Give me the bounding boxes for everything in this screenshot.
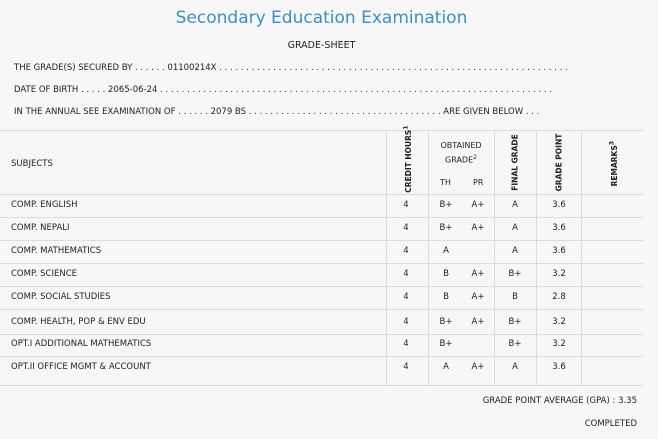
final-grade-cell: B+: [508, 317, 522, 327]
credit-hours-cell: 4: [403, 362, 409, 372]
final-grade-cell: B: [512, 292, 518, 302]
table-row: OPT.II OFFICE MGMT & ACCOUNT 4 A A+ A 3.6: [0, 362, 643, 385]
credit-hours-cell: 4: [403, 339, 409, 349]
final-grade-cell: A: [512, 223, 518, 233]
final-grade-cell: B+: [508, 339, 522, 349]
gpa-summary: GRADE POINT AVERAGE (GPA) : 3.35: [482, 396, 637, 406]
final-grade-cell: A: [512, 362, 518, 372]
subject-cell: COMP. SOCIAL STUDIES: [11, 292, 111, 302]
exam-value: 2079 BS . . . . . . . . . . . . . . . . …: [210, 107, 441, 117]
credit-hours-cell: 4: [403, 269, 409, 279]
dob-value: 2065-06-24 . . . . . . . . . . . . . . .…: [108, 85, 552, 95]
header-obtained-grade: OBTAINED GRADE2: [440, 141, 482, 165]
dob-line: DATE OF BIRTH . . . . . 2065-06-24 . . .…: [14, 85, 624, 95]
table-bottom-border: [0, 385, 643, 386]
row-border: [0, 240, 643, 241]
table-row: COMP. SOCIAL STUDIES 4 B A+ B 2.8: [0, 292, 643, 315]
header-remarks: REMARKS3: [608, 141, 619, 187]
header-pr: PR: [473, 178, 484, 187]
column-divider: [428, 130, 429, 385]
theory-grade-cell: A: [443, 246, 449, 256]
final-grade-cell: A: [512, 200, 518, 210]
theory-grade-cell: A: [443, 362, 449, 372]
column-divider: [494, 130, 495, 385]
theory-grade-cell: B+: [439, 339, 453, 349]
result-status: COMPLETED: [584, 419, 637, 429]
column-divider: [386, 130, 387, 385]
table-top-border: [0, 130, 643, 131]
row-border: [0, 356, 643, 357]
row-border: [0, 286, 643, 287]
theory-grade-cell: B: [443, 269, 449, 279]
subject-cell: COMP. SCIENCE: [11, 269, 78, 279]
page-subtitle: GRADE-SHEET: [287, 40, 356, 51]
header-bottom-border: [0, 194, 643, 195]
grade-point-cell: 3.6: [552, 246, 566, 256]
page-title: Secondary Education Examination: [175, 8, 468, 28]
exam-suffix: ARE GIVEN BELOW . . .: [443, 107, 540, 117]
practical-grade-cell: A+: [471, 362, 485, 372]
credit-hours-cell: 4: [403, 223, 409, 233]
column-divider: [581, 130, 582, 385]
grade-point-cell: 3.2: [552, 269, 566, 279]
theory-grade-cell: B+: [439, 223, 453, 233]
exam-label: IN THE ANNUAL SEE EXAMINATION OF . . . .…: [14, 107, 208, 117]
subject-cell: OPT.II OFFICE MGMT & ACCOUNT: [11, 362, 151, 372]
header-subjects: SUBJECTS: [11, 159, 53, 169]
exam-line: IN THE ANNUAL SEE EXAMINATION OF . . . .…: [14, 107, 624, 117]
subject-cell: OPT.I ADDITIONAL MATHEMATICS: [11, 339, 152, 349]
secured-by-line: THE GRADE(S) SECURED BY . . . . . . 0110…: [14, 63, 624, 73]
practical-grade-cell: A+: [471, 317, 485, 327]
practical-grade-cell: A+: [471, 223, 485, 233]
row-border: [0, 334, 643, 335]
grade-point-cell: 3.2: [552, 339, 566, 349]
theory-grade-cell: B: [443, 292, 449, 302]
subject-cell: COMP. MATHEMATICS: [11, 246, 102, 256]
grade-point-cell: 3.6: [552, 200, 566, 210]
practical-grade-cell: A+: [471, 200, 485, 210]
secured-by-label: THE GRADE(S) SECURED BY . . . . . .: [14, 63, 165, 73]
credit-hours-cell: 4: [403, 317, 409, 327]
grade-point-cell: 3.6: [552, 362, 566, 372]
final-grade-cell: B+: [508, 269, 522, 279]
final-grade-cell: A: [512, 246, 518, 256]
grade-point-cell: 2.8: [552, 292, 566, 302]
theory-grade-cell: B+: [439, 200, 453, 210]
column-divider: [536, 130, 537, 385]
table-row: OPT.I ADDITIONAL MATHEMATICS 4 B+ B+ 3.2: [0, 339, 643, 362]
header-th: TH: [440, 178, 451, 187]
subject-cell: COMP. ENGLISH: [11, 200, 78, 210]
subject-cell: COMP. NEPALI: [11, 223, 70, 233]
credit-hours-cell: 4: [403, 200, 409, 210]
row-border: [0, 217, 643, 218]
row-border: [0, 309, 643, 310]
credit-hours-cell: 4: [403, 292, 409, 302]
header-grade-point: GRADE POINT: [554, 133, 564, 192]
table-row: COMP. HEALTH, POP & ENV EDU 4 B+ A+ B+ 3.2: [0, 317, 643, 340]
table-row: COMP. ENGLISH 4 B+ A+ A 3.6: [0, 200, 643, 223]
table-row: COMP. MATHEMATICS 4 A A 3.6: [0, 246, 643, 269]
header-final-grade: FINAL GRADE: [510, 134, 520, 191]
credit-hours-cell: 4: [403, 246, 409, 256]
table-row: COMP. NEPALI 4 B+ A+ A 3.6: [0, 223, 643, 246]
table-row: COMP. SCIENCE 4 B A+ B+ 3.2: [0, 269, 643, 292]
header-credit-hours: CREDIT HOURS1: [402, 125, 413, 193]
practical-grade-cell: A+: [471, 292, 485, 302]
grade-point-cell: 3.6: [552, 223, 566, 233]
secured-by-value: 01100214X . . . . . . . . . . . . . . . …: [167, 63, 568, 73]
row-border: [0, 263, 643, 264]
grade-point-cell: 3.2: [552, 317, 566, 327]
practical-grade-cell: A+: [471, 269, 485, 279]
dob-label: DATE OF BIRTH . . . . .: [14, 85, 106, 95]
subject-cell: COMP. HEALTH, POP & ENV EDU: [11, 317, 146, 327]
theory-grade-cell: B+: [439, 317, 453, 327]
